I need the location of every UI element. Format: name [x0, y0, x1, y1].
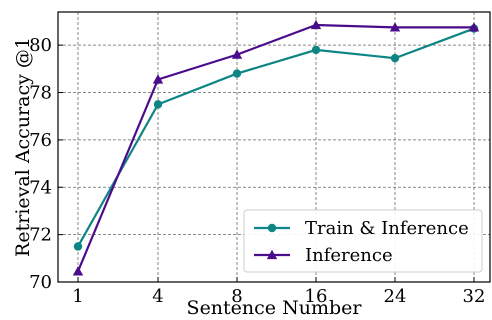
y-tick-label: 74 — [29, 177, 52, 198]
x-axis-ticks: 1 4 8 16 24 32 — [72, 277, 485, 307]
legend-marker — [266, 249, 278, 260]
legend-items: Train & Inference Inference — [254, 218, 469, 266]
y-tick-label: 72 — [29, 225, 52, 246]
series-line — [76, 23, 474, 272]
legend: Train & Inference Inference — [243, 209, 483, 273]
x-tick-label: 24 — [384, 286, 407, 307]
y-tick-label: 70 — [29, 272, 52, 293]
y-axis-label: Retrieval Accuracy @1 — [12, 37, 34, 257]
series-line — [77, 27, 475, 248]
y-tick-label: 76 — [29, 130, 52, 151]
legend-label: Train & Inference — [305, 218, 469, 239]
plot-frame — [57, 11, 491, 283]
legend-box — [243, 209, 483, 273]
data-point — [468, 22, 480, 32]
series-train-and-inference — [73, 24, 479, 251]
series-layer — [72, 19, 480, 276]
x-axis-label: Sentence Number — [187, 297, 363, 319]
data-point — [72, 266, 84, 276]
legend-marker — [267, 223, 277, 233]
data-point — [73, 242, 83, 251]
series-inference — [72, 19, 480, 276]
data-point — [389, 22, 401, 32]
data-point — [232, 69, 242, 78]
x-tick-label: 1 — [72, 286, 83, 307]
data-point — [152, 74, 164, 84]
y-tick-label: 80 — [29, 35, 52, 56]
data-point — [310, 19, 322, 30]
data-point — [390, 53, 400, 63]
x-tick-label: 32 — [463, 286, 486, 307]
data-point — [311, 45, 321, 55]
x-tick-label: 16 — [305, 286, 328, 307]
data-point — [153, 100, 163, 109]
data-point — [231, 49, 243, 59]
y-axis-ticks: 70 72 74 76 78 80 — [29, 35, 63, 293]
x-tick-label: 4 — [152, 286, 163, 307]
legend-label: Inference — [305, 245, 393, 266]
x-tick-label: 8 — [231, 286, 242, 307]
y-tick-label: 78 — [29, 83, 52, 104]
